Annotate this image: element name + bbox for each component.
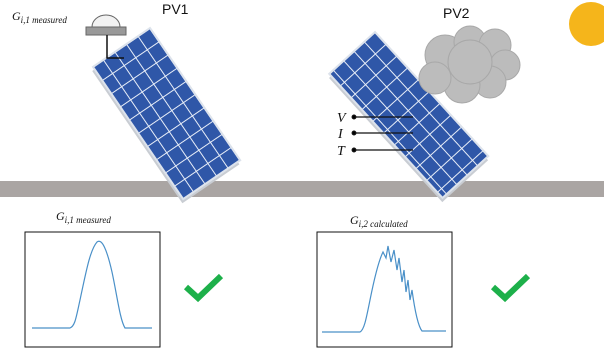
panel-label: PV2	[443, 5, 470, 21]
subscript: i,1 measured	[65, 215, 112, 225]
plot-title: Gi,1 measured	[56, 209, 111, 225]
subscript: i,2 calculated	[359, 219, 408, 229]
sensor-label: Gi,1 measured	[12, 9, 67, 25]
measured-curve	[32, 241, 152, 328]
check-mark	[493, 276, 528, 298]
symbol: G	[56, 209, 65, 223]
calculated-curve	[322, 246, 446, 332]
signal-label: T	[337, 144, 346, 159]
cloud	[419, 26, 520, 103]
symbol: G	[12, 9, 21, 23]
pv1-panel	[91, 28, 242, 203]
panel-label: PV1	[162, 1, 189, 17]
plot-title: Gi,2 calculated	[350, 213, 408, 229]
plot-frame	[317, 232, 452, 347]
signal-label: V	[337, 111, 347, 126]
ground	[0, 181, 604, 197]
diagram: V I T PV1 PV2 Gi,1 measured Gi,1 measure…	[0, 0, 604, 354]
signal-label: I	[337, 127, 344, 142]
sun	[569, 2, 604, 46]
subscript: i,1 measured	[21, 15, 68, 25]
check-mark	[186, 276, 221, 298]
symbol: G	[350, 213, 359, 227]
